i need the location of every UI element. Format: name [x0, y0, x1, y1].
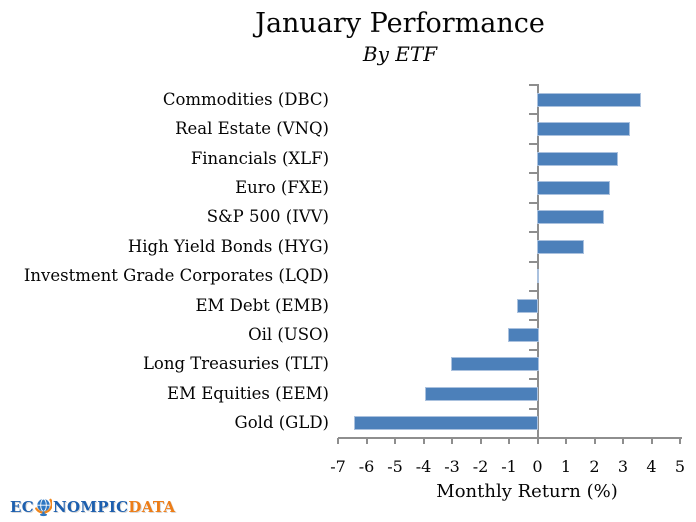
y-axis-tick — [528, 260, 539, 263]
bar — [536, 92, 642, 107]
x-axis-tick — [365, 438, 368, 444]
x-tick-label: -1 — [501, 457, 517, 476]
x-axis-tick — [650, 438, 653, 444]
x-axis-title: Monthly Return (%) — [436, 481, 618, 502]
logo: EC NOMPIC DATA — [10, 497, 175, 517]
y-axis-tick — [528, 142, 539, 145]
bar — [354, 416, 539, 431]
logo-text-ec: EC — [10, 498, 34, 516]
y-axis-tick — [528, 172, 539, 175]
x-tick-label: 5 — [674, 457, 686, 476]
y-axis-line — [536, 85, 539, 438]
y-axis-tick — [528, 407, 539, 410]
x-axis-tick — [422, 438, 425, 444]
x-axis-tick — [679, 438, 681, 444]
bar — [536, 151, 619, 166]
bar — [536, 269, 539, 284]
x-axis-tick — [337, 438, 339, 444]
x-tick-label: 4 — [646, 457, 657, 476]
x-tick-label: -5 — [387, 457, 403, 476]
x-tick-label: 0 — [532, 457, 543, 476]
category-label: Oil (USO) — [248, 325, 329, 345]
x-tick-label: 3 — [617, 457, 629, 476]
x-tick-label: -4 — [415, 457, 432, 476]
x-axis-tick — [479, 438, 482, 444]
logo-text-data: DATA — [128, 498, 176, 516]
bar — [516, 298, 539, 313]
y-axis-tick — [528, 231, 539, 234]
y-axis-tick — [528, 348, 539, 351]
x-axis-tick — [394, 438, 396, 444]
y-axis-tick — [528, 319, 539, 322]
y-axis-tick — [528, 113, 539, 116]
x-tick-label: 1 — [560, 457, 572, 476]
x-axis-tick — [622, 438, 624, 444]
category-label: Euro (FXE) — [235, 177, 329, 197]
y-axis-tick — [528, 289, 539, 292]
x-axis-tick — [508, 438, 510, 444]
x-axis-tick — [593, 438, 596, 444]
y-axis-tick — [528, 378, 539, 381]
category-label: Commodities (DBC) — [162, 89, 329, 109]
bar — [425, 386, 539, 401]
bar — [536, 180, 610, 195]
category-label: Gold (GLD) — [234, 413, 329, 433]
category-label: Financials (XLF) — [190, 148, 329, 168]
chart-title: January Performance — [255, 8, 545, 39]
category-label: EM Equities (EEM) — [167, 383, 329, 403]
globe-icon — [35, 498, 52, 517]
x-tick-label: -2 — [472, 457, 489, 476]
x-axis-tick — [536, 438, 539, 444]
x-tick-label: -3 — [444, 457, 460, 476]
bar — [536, 210, 605, 225]
x-tick-label: 2 — [589, 457, 600, 476]
bar — [508, 328, 539, 343]
category-label: S&P 500 (IVV) — [206, 207, 329, 227]
bar — [536, 122, 630, 137]
bar — [451, 357, 539, 372]
y-axis-tick — [528, 84, 539, 86]
chart-subtitle: By ETF — [362, 42, 438, 66]
logo-text-nompic: NOMPIC — [52, 498, 129, 516]
category-label: Investment Grade Corporates (LQD) — [23, 266, 329, 286]
x-tick-label: -7 — [330, 457, 346, 476]
x-axis-tick — [565, 438, 567, 444]
category-label: EM Debt (EMB) — [195, 295, 329, 315]
category-label: Long Treasuries (TLT) — [142, 354, 329, 374]
x-axis-line — [338, 437, 682, 439]
bar — [536, 239, 585, 254]
category-label: High Yield Bonds (HYG) — [127, 236, 329, 256]
x-tick-label: -6 — [358, 457, 375, 476]
category-label: Real Estate (VNQ) — [175, 119, 329, 139]
y-axis-tick — [528, 201, 539, 204]
x-axis-tick — [451, 438, 453, 444]
